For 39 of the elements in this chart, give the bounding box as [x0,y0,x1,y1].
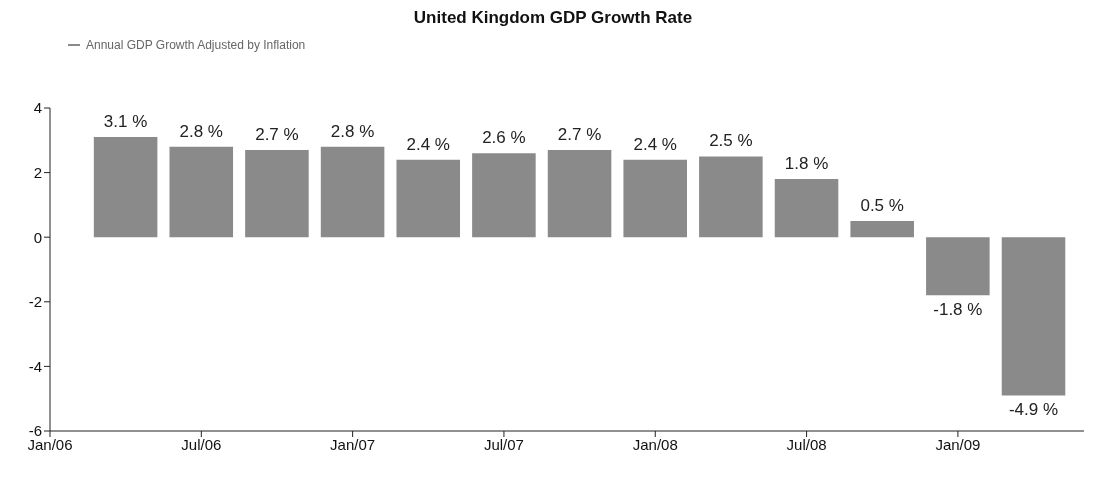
x-tick-label: Jul/08 [786,435,827,453]
bar [774,179,839,238]
x-tick-label: Jan/07 [330,435,376,453]
data-label: -4.9 % [1008,400,1059,420]
data-label: 2.7 % [557,124,602,144]
data-label: 3.1 % [103,112,148,132]
data-label: 2.8 % [330,121,375,141]
data-label: 2.8 % [179,121,224,141]
bar [396,159,461,238]
legend-label: Annual GDP Growth Adjusted by Inflation [85,38,306,52]
bar [1001,237,1066,396]
x-tick-label: Jul/07 [483,435,524,453]
data-label: 2.6 % [482,128,526,148]
y-tick-label: 0 [33,228,42,246]
data-label: 2.4 % [633,134,677,154]
data-label: 0.5 % [860,196,904,216]
data-label: 2.7 % [255,124,299,144]
y-tick-label: 4 [33,99,42,117]
bar [623,159,687,238]
data-label: 2.5 % [709,131,753,151]
bar [93,137,158,238]
y-tick-label: -2 [28,293,42,311]
x-tick-label: Jan/08 [632,435,678,453]
data-label: 1.8 % [784,154,829,174]
bar [472,153,536,238]
bar [320,146,385,238]
data-label: 2.4 % [406,134,450,154]
bar [169,146,234,238]
bar [699,156,763,238]
bar [850,221,914,238]
bar [547,149,612,238]
data-label: -1.8 % [933,300,983,320]
chart-title: United Kingdom GDP Growth Rate [412,8,694,29]
bar [245,149,309,238]
x-tick-label: Jan/09 [935,435,981,453]
y-tick-label: 2 [33,163,42,181]
bar [926,237,990,296]
y-tick-label: -4 [28,357,42,375]
x-tick-label: Jul/06 [181,435,222,453]
